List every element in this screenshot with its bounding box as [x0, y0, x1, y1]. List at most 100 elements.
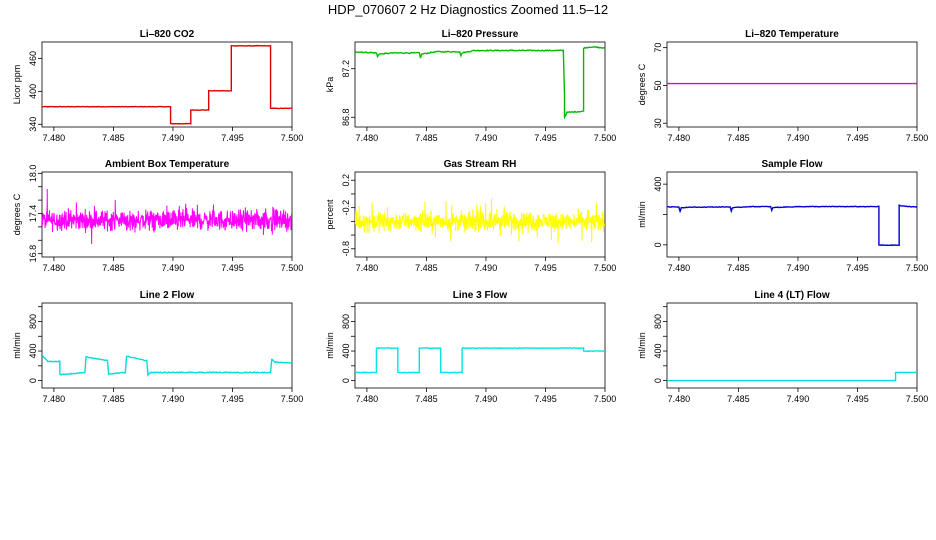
- panel-title: Li–820 Pressure: [442, 29, 519, 40]
- panels-grid: Li–820 CO2 7.480 7.485 7.490 7.495 7.500 340 40…: [12, 29, 928, 404]
- y-tick-label: 17.4: [28, 205, 38, 223]
- x-tick-label: 7.480: [43, 394, 66, 404]
- y-tick-label: -0.8: [341, 241, 351, 257]
- panel-8: Line 3 Flow 7.480 7.485 7.490 7.495 7.500 0 400…: [325, 290, 616, 404]
- y-tick-label: 800: [653, 314, 663, 329]
- panel-title: Sample Flow: [761, 159, 822, 170]
- x-tick-label: 7.490: [162, 394, 185, 404]
- panel-title: Line 3 Flow: [453, 290, 508, 301]
- y-tick-label: 460: [28, 51, 38, 66]
- plot-frame: [354, 41, 606, 128]
- x-tick-label: 7.485: [102, 133, 125, 143]
- plot-frame: [354, 302, 606, 389]
- x-tick-label: 7.490: [475, 394, 498, 404]
- x-tick-label: 7.480: [43, 133, 66, 143]
- panel-5: Gas Stream RH 7.480 7.485 7.490 7.495 7.500 -0…: [325, 159, 616, 273]
- x-tick-label: 7.500: [906, 394, 929, 404]
- x-tick-label: 7.500: [594, 394, 617, 404]
- x-tick-label: 7.485: [727, 263, 750, 273]
- x-tick-label: 7.495: [534, 133, 557, 143]
- series-line: [355, 45, 605, 120]
- panel-4: Ambient Box Temperature 7.480 7.485 7.490 7.…: [12, 159, 303, 273]
- x-tick-label: 7.485: [102, 263, 125, 273]
- y-tick-label: 340: [28, 117, 38, 132]
- y-tick-label: -0.2: [341, 200, 351, 216]
- x-tick-label: 7.495: [221, 263, 244, 273]
- y-tick-label: 16.8: [28, 245, 38, 263]
- y-tick-label: 400: [653, 344, 663, 359]
- y-axis-label: percent: [325, 199, 335, 230]
- x-tick-label: 7.495: [534, 263, 557, 273]
- panel-1: Li–820 CO2 7.480 7.485 7.490 7.495 7.500 340 40…: [12, 29, 303, 143]
- x-tick-label: 7.480: [43, 263, 66, 273]
- y-tick-label: 18.0: [28, 165, 38, 183]
- x-tick-label: 7.480: [668, 394, 691, 404]
- x-tick-label: 7.490: [162, 133, 185, 143]
- x-tick-label: 7.480: [668, 263, 691, 273]
- x-tick-label: 7.490: [475, 133, 498, 143]
- y-axis-label: degrees C: [637, 63, 647, 105]
- y-tick-label: 800: [341, 314, 351, 329]
- x-tick-label: 7.485: [727, 133, 750, 143]
- panel-6: Sample Flow 7.480 7.485 7.490 7.495 7.500 0 400…: [637, 159, 928, 273]
- x-tick-label: 7.500: [906, 263, 929, 273]
- y-axis-label: Licor ppm: [12, 65, 22, 105]
- x-tick-label: 7.490: [475, 263, 498, 273]
- x-tick-label: 7.500: [906, 133, 929, 143]
- x-tick-label: 7.490: [787, 263, 810, 273]
- x-tick-label: 7.480: [668, 133, 691, 143]
- y-tick-label: 70: [653, 43, 663, 53]
- y-tick-label: 400: [28, 84, 38, 99]
- x-tick-label: 7.485: [102, 394, 125, 404]
- y-tick-label: 0.2: [341, 174, 351, 187]
- y-tick-label: 400: [653, 177, 663, 192]
- x-tick-label: 7.495: [846, 394, 869, 404]
- x-tick-label: 7.490: [162, 263, 185, 273]
- x-tick-label: 7.480: [356, 133, 379, 143]
- y-tick-label: 0: [341, 378, 351, 383]
- x-tick-label: 7.480: [356, 263, 379, 273]
- x-tick-label: 7.480: [356, 394, 379, 404]
- panel-title: Gas Stream RH: [444, 159, 517, 170]
- x-tick-label: 7.495: [846, 263, 869, 273]
- figure-title: HDP_070607 2 Hz Diagnostics Zoomed 11.5–…: [328, 2, 608, 17]
- x-tick-label: 7.495: [846, 133, 869, 143]
- y-tick-label: 0: [28, 378, 38, 383]
- x-tick-label: 7.500: [281, 133, 304, 143]
- panel-9: Line 4 (LT) Flow 7.480 7.485 7.490 7.495 7.50…: [637, 290, 928, 404]
- x-tick-label: 7.500: [281, 394, 304, 404]
- panel-2: Li–820 Pressure 7.480 7.485 7.490 7.495 7.500…: [325, 29, 616, 143]
- panel-title: Line 2 Flow: [140, 290, 195, 301]
- y-tick-label: 400: [341, 344, 351, 359]
- x-tick-label: 7.490: [787, 394, 810, 404]
- y-tick-label: 0: [653, 378, 663, 383]
- y-axis-label: ml/min: [325, 332, 335, 359]
- y-axis-label: kPa: [325, 77, 335, 93]
- series-line: [355, 198, 605, 244]
- x-tick-label: 7.495: [221, 133, 244, 143]
- x-tick-label: 7.485: [415, 133, 438, 143]
- y-tick-label: 400: [28, 344, 38, 359]
- y-tick-label: 50: [653, 80, 663, 90]
- x-tick-label: 7.490: [787, 133, 810, 143]
- plot-frame: [666, 302, 918, 389]
- x-tick-label: 7.500: [594, 133, 617, 143]
- panel-title: Line 4 (LT) Flow: [754, 290, 830, 301]
- y-axis-label: degrees C: [12, 193, 22, 235]
- y-axis-label: ml/min: [12, 332, 22, 359]
- panel-3: Li–820 Temperature 7.480 7.485 7.490 7.495 7.…: [637, 29, 928, 143]
- x-tick-label: 7.495: [221, 394, 244, 404]
- y-tick-label: 30: [653, 118, 663, 128]
- plot-frame: [41, 41, 293, 128]
- y-axis-label: ml/min: [637, 201, 647, 228]
- y-tick-label: 86.8: [341, 109, 351, 127]
- series-line: [42, 354, 292, 377]
- plot-frame: [666, 41, 918, 128]
- x-tick-label: 7.485: [727, 394, 750, 404]
- plot-frame: [41, 302, 293, 389]
- y-tick-label: 87.2: [341, 60, 351, 78]
- series-line: [667, 204, 917, 247]
- x-tick-label: 7.500: [281, 263, 304, 273]
- series-line: [667, 371, 917, 382]
